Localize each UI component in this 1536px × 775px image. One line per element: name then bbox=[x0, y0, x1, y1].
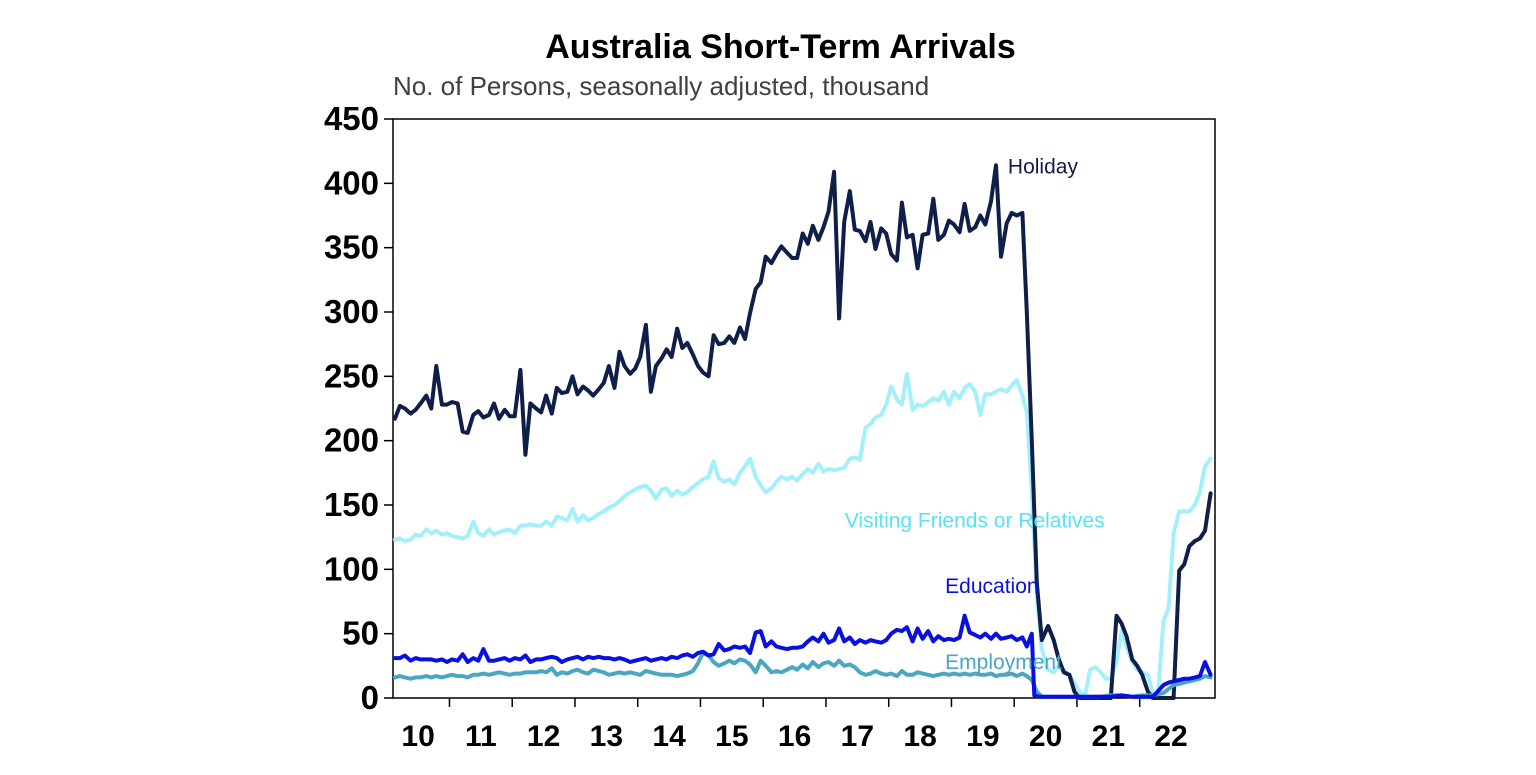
series-line-holiday bbox=[392, 163, 1213, 700]
y-tick-label: 250 bbox=[324, 357, 379, 394]
y-tick-label: 400 bbox=[324, 164, 379, 201]
y-tick-label: 150 bbox=[324, 486, 379, 523]
plot-area bbox=[392, 118, 1216, 699]
y-tick-label: 450 bbox=[324, 100, 379, 137]
x-tick-label: 22 bbox=[1154, 720, 1187, 753]
chart-subtitle: No. of Persons, seasonally adjusted, tho… bbox=[393, 71, 930, 101]
series-line-visiting-friends-or-relatives bbox=[392, 371, 1213, 698]
series-label-employment: Employment bbox=[945, 651, 1062, 674]
x-tick-label: 10 bbox=[401, 720, 434, 753]
series-line-education bbox=[392, 613, 1213, 699]
series-line-employment bbox=[392, 651, 1213, 699]
y-axis: 0 50 100 150 200 250 300 350 400 450 bbox=[324, 100, 393, 716]
x-axis: 10 11 12 13 14 15 16 17 18 19 20 21 22 bbox=[401, 698, 1188, 753]
x-tick-label: 18 bbox=[903, 720, 936, 753]
x-tick-label: 21 bbox=[1092, 720, 1125, 753]
y-tick-label: 0 bbox=[361, 679, 379, 716]
x-tick-label: 15 bbox=[715, 720, 748, 753]
y-tick-label: 200 bbox=[324, 422, 379, 459]
x-tick-label: 13 bbox=[590, 720, 623, 753]
series-label-education: Education bbox=[945, 575, 1038, 598]
x-tick-label: 16 bbox=[778, 720, 811, 753]
x-tick-label: 11 bbox=[465, 720, 497, 753]
y-tick-label: 300 bbox=[324, 293, 379, 330]
series-lines bbox=[392, 163, 1213, 700]
series-label-holiday: Holiday bbox=[1008, 156, 1079, 179]
x-tick-label: 20 bbox=[1029, 720, 1062, 753]
y-tick-label: 50 bbox=[342, 615, 379, 652]
chart-title: Australia Short-Term Arrivals bbox=[545, 28, 1016, 66]
x-tick-label: 14 bbox=[652, 720, 686, 753]
x-tick-label: 17 bbox=[841, 720, 874, 753]
y-tick-label: 100 bbox=[324, 550, 379, 587]
y-tick-label: 350 bbox=[324, 229, 379, 266]
x-tick-label: 19 bbox=[966, 720, 999, 753]
series-labels: Holiday Visiting Friends or Relatives Educ… bbox=[845, 156, 1105, 674]
x-tick-label: 12 bbox=[527, 720, 560, 753]
series-label-visiting-friends-or-relatives: Visiting Friends or Relatives bbox=[845, 509, 1105, 532]
